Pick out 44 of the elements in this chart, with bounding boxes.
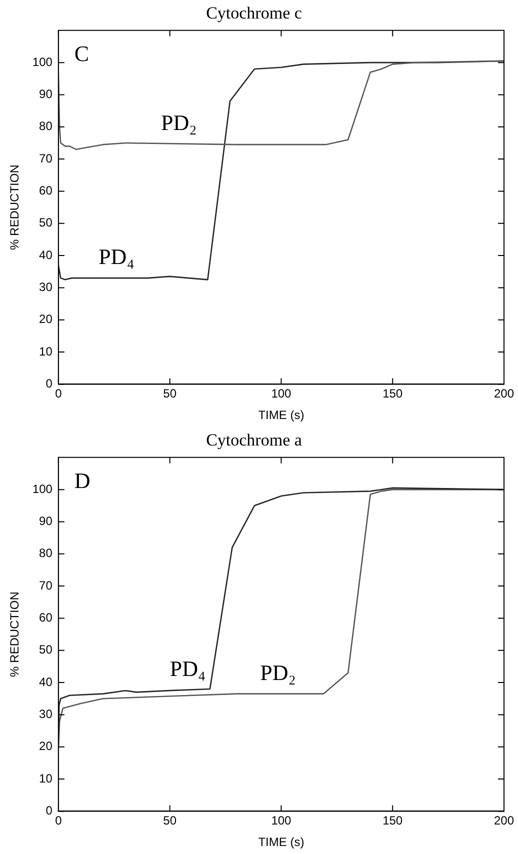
y-tick-label: 70 (39, 578, 53, 592)
y-tick-label: 40 (39, 248, 53, 262)
y-tick-label: 100 (32, 54, 53, 69)
x-tick-label: 50 (163, 814, 177, 828)
y-tick-label: 0 (46, 804, 53, 818)
y-tick-label: 60 (39, 610, 53, 625)
series-label: PD₂ (260, 660, 296, 685)
y-tick-label: 50 (39, 216, 53, 230)
y-tick-label: 80 (39, 546, 53, 560)
y-tick-label: 60 (39, 184, 53, 198)
y-axis-title: % REDUCTION (8, 164, 22, 250)
chart-title: Cytochrome c (206, 4, 302, 23)
y-tick-label: 10 (39, 344, 53, 358)
annotation: C (74, 41, 90, 66)
y-tick-label: 100 (32, 482, 53, 496)
x-tick-label: 50 (163, 386, 177, 401)
y-tick-label: 90 (39, 87, 53, 102)
series-label: PD₄ (170, 656, 206, 681)
y-tick-label: 10 (39, 771, 53, 786)
y-tick-label: 70 (39, 151, 53, 166)
y-tick-label: 20 (39, 739, 53, 754)
series-label: PD₄ (98, 244, 134, 270)
series-label: PD₂ (160, 110, 197, 135)
x-tick-label: 150 (382, 386, 403, 401)
chart-title: Cytochrome a (206, 430, 302, 450)
y-tick-label: 20 (39, 312, 53, 326)
x-axis-title: TIME (s) (258, 408, 304, 422)
x-tick-label: 0 (55, 814, 62, 828)
x-tick-label: 200 (494, 814, 514, 828)
x-axis-title: TIME (s) (258, 835, 304, 850)
y-tick-label: 0 (46, 376, 53, 391)
y-tick-label: 90 (39, 514, 53, 528)
x-tick-label: 100 (271, 814, 292, 828)
x-tick-label: 0 (55, 386, 62, 401)
y-axis-title: % REDUCTION (8, 592, 22, 677)
annotation: D (74, 468, 90, 494)
x-tick-label: 150 (382, 814, 403, 828)
y-tick-label: 30 (39, 707, 53, 722)
y-tick-label: 50 (39, 642, 53, 657)
x-tick-label: 200 (494, 386, 514, 401)
y-tick-label: 40 (39, 674, 53, 689)
y-tick-label: 30 (39, 280, 53, 294)
x-tick-label: 100 (271, 386, 292, 401)
y-tick-label: 80 (39, 119, 53, 134)
